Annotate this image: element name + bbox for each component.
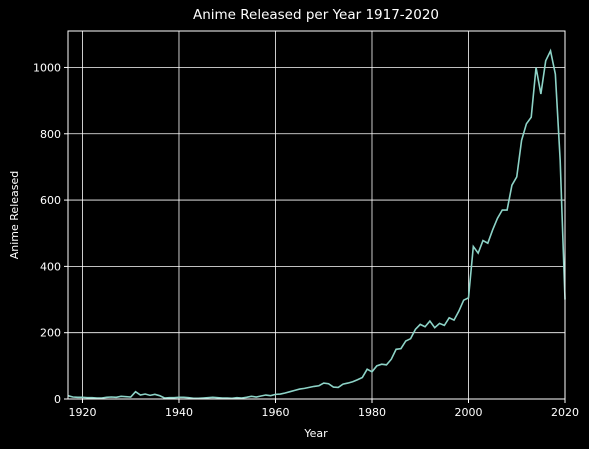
x-tick-label: 2000 [454,406,482,419]
y-tick-label: 200 [40,327,61,340]
x-tick-label: 1980 [358,406,386,419]
y-axis-label: Anime Released [8,171,21,260]
x-tick-label: 1920 [68,406,96,419]
x-tick-label: 1960 [261,406,289,419]
data-line [67,48,566,400]
y-tick-label: 1000 [33,61,61,74]
x-tick-label: 2020 [551,406,579,419]
x-axis-label: Year [303,427,328,440]
chart-title: Anime Released per Year 1917-2020 [193,7,439,23]
y-tick-label: 800 [40,128,61,141]
plot-frame [67,30,566,400]
y-tick-label: 0 [54,393,61,406]
y-tick-label: 600 [40,194,61,207]
y-tick-label: 400 [40,260,61,273]
x-tick-label: 1940 [165,406,193,419]
